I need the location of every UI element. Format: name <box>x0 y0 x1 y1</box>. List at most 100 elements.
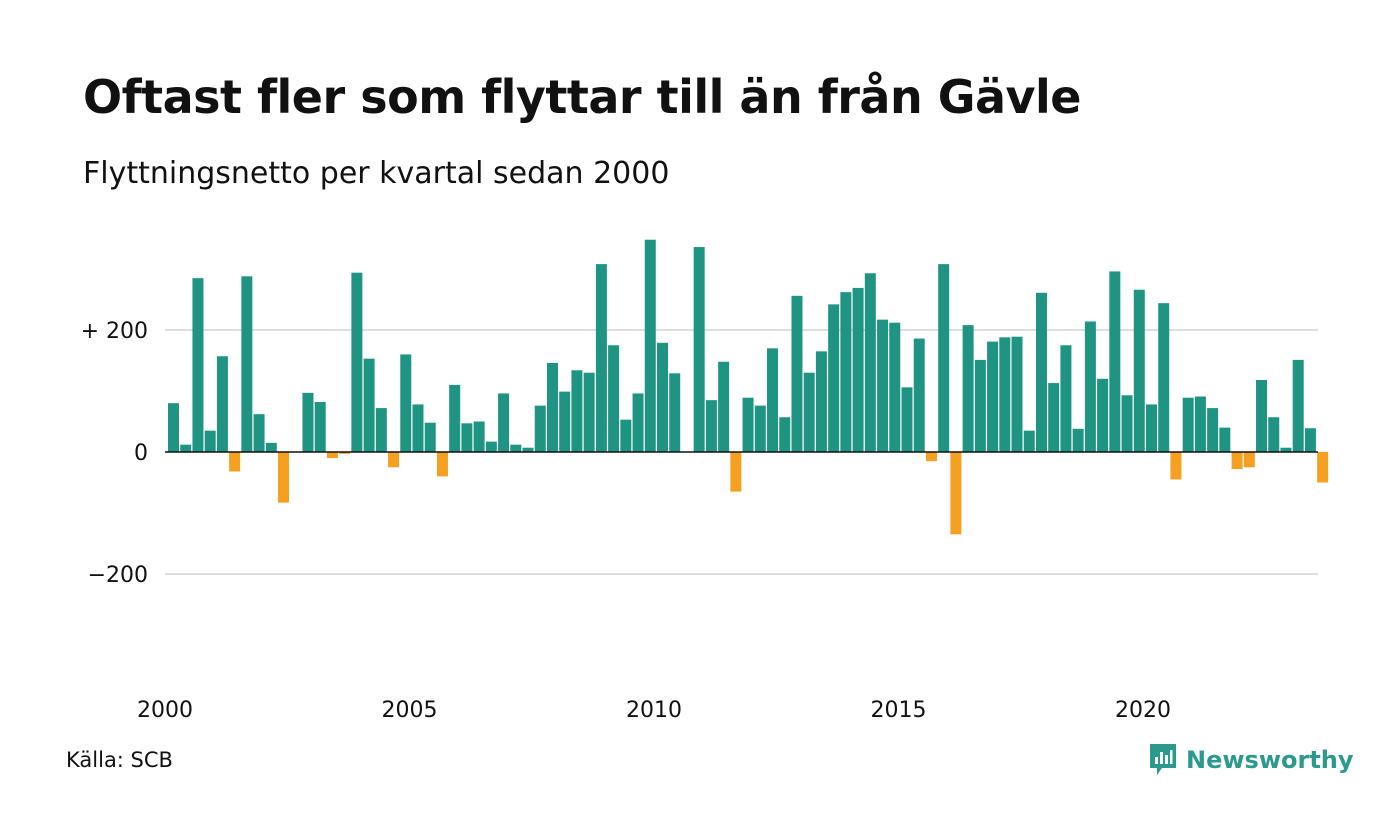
bar <box>1304 428 1316 452</box>
bar <box>791 295 803 452</box>
bar <box>889 322 901 452</box>
bar <box>1035 292 1047 452</box>
bar <box>1084 321 1096 452</box>
bar <box>265 442 277 452</box>
bar <box>388 452 400 468</box>
bar <box>180 444 192 452</box>
bar <box>571 370 583 452</box>
bar <box>632 393 644 452</box>
bar <box>559 391 571 452</box>
bar <box>1023 430 1035 452</box>
bar <box>314 401 326 452</box>
bar <box>229 452 241 472</box>
bar <box>1109 271 1121 452</box>
x-tick-label: 2010 <box>626 698 682 723</box>
bar <box>546 362 558 452</box>
bar <box>999 337 1011 452</box>
chart-subtitle: Flyttningsnetto per kvartal sedan 2000 <box>83 156 670 191</box>
bar <box>1158 303 1170 452</box>
bar <box>473 421 485 452</box>
bar <box>1182 397 1194 452</box>
bar <box>742 397 754 452</box>
bar <box>730 452 742 492</box>
bar <box>1121 395 1133 452</box>
bar <box>803 372 815 452</box>
x-tick-label: 2000 <box>137 698 193 723</box>
bar <box>974 359 986 452</box>
bar <box>938 264 950 452</box>
bar <box>913 338 925 452</box>
bar <box>1292 359 1304 452</box>
bar <box>877 319 889 452</box>
bar <box>693 247 705 452</box>
bar <box>436 452 448 477</box>
bar <box>339 452 351 454</box>
bar <box>522 447 534 452</box>
y-tick-label: 0 <box>134 441 148 466</box>
bar <box>1256 380 1268 452</box>
bar <box>620 419 632 452</box>
bar <box>669 373 681 452</box>
bar <box>828 304 840 452</box>
bar <box>608 345 620 452</box>
bar <box>705 400 717 452</box>
bar <box>1231 452 1243 470</box>
bar <box>326 452 338 459</box>
bar <box>375 408 387 452</box>
bar <box>424 422 436 452</box>
bar <box>1219 427 1231 452</box>
bar <box>485 441 497 452</box>
bar <box>204 430 216 452</box>
bar <box>1194 396 1206 452</box>
x-tick-label: 2015 <box>871 698 927 723</box>
bar <box>192 278 204 452</box>
bar <box>412 404 424 452</box>
bar <box>657 342 668 452</box>
bar <box>1280 447 1292 452</box>
bar <box>449 384 461 452</box>
bar <box>779 417 791 452</box>
bar <box>718 361 730 452</box>
bar <box>840 292 852 452</box>
bar <box>1207 408 1219 452</box>
bar <box>510 444 522 452</box>
bars <box>168 239 1329 535</box>
y-tick-label: + 200 <box>81 319 148 344</box>
bar <box>1011 336 1023 452</box>
bar <box>754 405 766 452</box>
bar <box>498 393 510 452</box>
bar <box>253 414 265 452</box>
bar <box>864 273 876 452</box>
bar <box>901 387 913 452</box>
bar <box>1133 289 1145 452</box>
bar <box>815 351 827 452</box>
bar <box>595 264 607 452</box>
bar <box>1317 452 1329 483</box>
bar <box>302 392 314 452</box>
newsworthy-bar-chart-logo-icon <box>1150 744 1176 775</box>
bar <box>461 423 473 452</box>
bar <box>644 239 656 452</box>
bar <box>925 452 937 462</box>
bar <box>534 405 546 452</box>
newsworthy-logo: Newsworthy <box>1148 742 1354 778</box>
x-tick-label: 2020 <box>1115 698 1171 723</box>
bar <box>1243 452 1255 468</box>
axes: + 200 0 −200 2000 2005 2010 2015 2020 <box>81 319 1318 723</box>
bar <box>168 403 179 452</box>
bar <box>1268 417 1280 452</box>
bar <box>852 287 864 452</box>
y-tick-label: −200 <box>88 563 148 588</box>
chart-title: Oftast fler som flyttar till än från Gäv… <box>83 70 1082 124</box>
bar <box>962 325 974 452</box>
bar <box>950 452 962 535</box>
bar <box>1097 378 1109 452</box>
bar <box>363 358 375 452</box>
bar <box>1170 452 1182 480</box>
bar <box>1060 345 1072 452</box>
logo-text: Newsworthy <box>1186 746 1354 774</box>
bar <box>1072 428 1084 452</box>
bar <box>987 341 999 452</box>
bar <box>1048 383 1060 452</box>
bar-chart: + 200 0 −200 2000 2005 2010 2015 2020 <box>81 239 1329 723</box>
